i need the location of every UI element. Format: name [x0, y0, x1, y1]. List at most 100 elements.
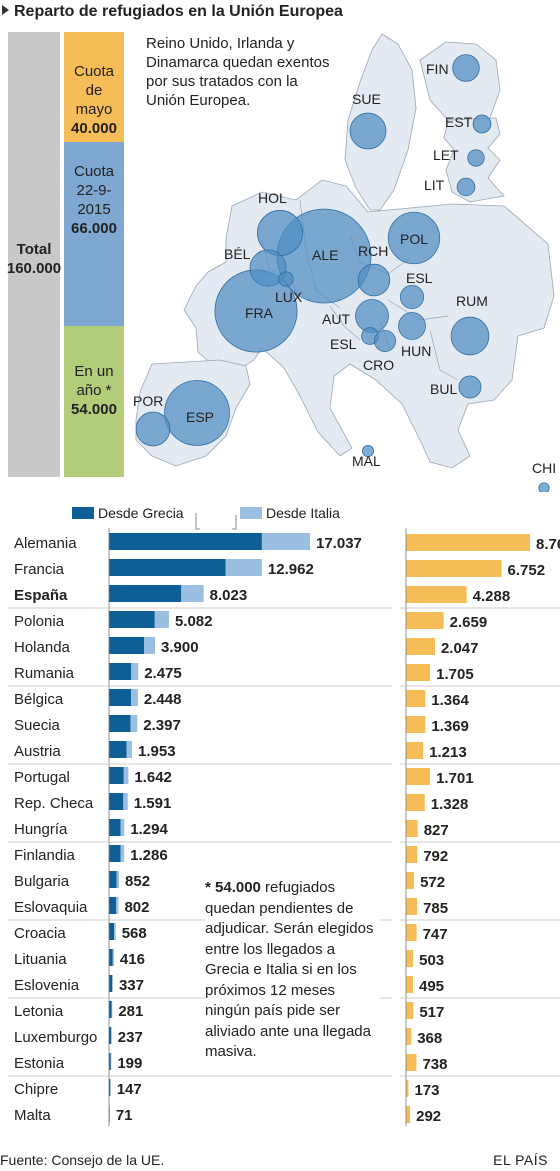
total-value-label: 1.294: [130, 821, 168, 838]
legend-connectors: [195, 513, 237, 530]
bar-may: [406, 716, 426, 733]
category-label: Bélgica: [14, 691, 64, 708]
bar-italy: [120, 845, 125, 862]
bar-greece: [109, 845, 121, 862]
category-label: Malta: [14, 1107, 51, 1124]
map-circle: [164, 380, 230, 446]
may-value-label: 738: [422, 1056, 447, 1073]
bar-greece: [109, 1027, 112, 1044]
source-credit: Fuente: Consejo de la UE.: [0, 1152, 165, 1168]
category-label: Estonia: [14, 1055, 65, 1072]
footnote-bold: * 54.000: [205, 879, 261, 896]
bar-italy: [225, 559, 262, 576]
bar-may: [406, 612, 444, 629]
bar-italy: [131, 689, 138, 706]
bar-may: [406, 950, 414, 967]
total-value-label: 568: [122, 925, 147, 942]
bar-may: [406, 976, 414, 993]
map-country-label: RCH: [358, 243, 388, 259]
bar-may: [406, 560, 502, 577]
may-value-label: 1.369: [431, 718, 469, 735]
title-bullet-icon: [2, 5, 9, 15]
quota-sep-label: Cuota 22-9-2015: [73, 163, 115, 218]
total-value-label: 416: [120, 951, 145, 968]
map-note: Reino Unido, Irlanda y Dinamarca quedan …: [146, 35, 330, 109]
category-label: Rumania: [14, 665, 75, 682]
bar-italy: [111, 1001, 113, 1018]
bar-greece: [109, 1001, 112, 1018]
bar-italy: [112, 949, 114, 966]
total-value-label: 1.642: [134, 769, 172, 786]
bar-may: [406, 820, 418, 837]
bar-may: [406, 1054, 417, 1071]
bar-may: [406, 1028, 412, 1045]
may-value-label: 368: [417, 1030, 442, 1047]
map-country-label: LET: [433, 147, 459, 163]
bar-greece: [109, 793, 124, 810]
bar-may: [406, 664, 431, 681]
category-label: Eslovaquia: [14, 899, 88, 916]
category-label: Portugal: [14, 769, 70, 786]
bar-italy: [131, 663, 139, 680]
bar-greece: [109, 1079, 111, 1096]
bar-greece: [109, 975, 113, 992]
legend-swatch-greece: [72, 507, 94, 519]
bar-greece: [109, 689, 132, 706]
map-circle: [472, 114, 492, 134]
may-value-label: 6.752: [508, 562, 546, 579]
bar-greece: [109, 1053, 111, 1070]
map-country-label: ALE: [312, 247, 338, 263]
map-circle: [278, 271, 294, 287]
bar-may: [406, 924, 417, 941]
may-value-label: 517: [419, 1004, 444, 1021]
category-label: Holanda: [14, 639, 71, 656]
map-country-label: SUE: [352, 91, 381, 107]
legend-swatch-italy: [240, 507, 262, 519]
category-label: Finlandia: [14, 847, 76, 864]
map-circle: [362, 445, 374, 457]
total-value-label: 281: [118, 1003, 143, 1020]
category-label: Eslovenia: [14, 977, 80, 994]
may-value-label: 572: [420, 874, 445, 891]
bar-italy: [112, 975, 113, 992]
bar-italy: [114, 923, 116, 940]
bar-italy: [116, 897, 119, 914]
legend-italy: Desde Italia: [240, 503, 340, 523]
footnote: * 54.000 refugiados quedan pendientes de…: [205, 878, 380, 1063]
bar-may: [406, 1106, 411, 1123]
bar-italy: [154, 611, 169, 628]
quota-may-value: 40.000: [71, 120, 117, 137]
bar-greece: [109, 767, 124, 784]
total-value-label: 8.023: [210, 587, 248, 604]
category-label: Lituania: [14, 951, 67, 968]
bar-greece: [109, 611, 155, 628]
category-label: Francia: [14, 561, 65, 578]
map-circle: [399, 284, 425, 310]
quota-sep-bar: Cuota 22-9-2015 66.000: [64, 142, 124, 326]
quota-year-label: En un año *: [74, 363, 114, 399]
category-label: Alemania: [14, 535, 77, 552]
bar-italy: [144, 637, 156, 654]
publisher-brand: EL PAÍS: [493, 1152, 548, 1168]
total-value-label: 852: [125, 873, 150, 890]
category-label: Rep. Checa: [14, 795, 94, 812]
category-label: Bulgaria: [14, 873, 70, 890]
bar-may: [406, 534, 530, 551]
category-label: Croacia: [14, 925, 66, 942]
footnote-text: refugiados quedan pendientes de adjudica…: [205, 879, 374, 1060]
map-circle: [257, 210, 303, 256]
bar-italy: [111, 1027, 112, 1044]
map-circle: [452, 54, 480, 82]
map-country-label: HUN: [401, 343, 431, 359]
may-value-label: 1.213: [429, 744, 467, 761]
total-value-label: 337: [119, 977, 144, 994]
may-value-label: 1.364: [431, 692, 469, 709]
may-value-label: 495: [419, 978, 444, 995]
total-value-label: 12.962: [268, 561, 314, 578]
map-circles: [135, 54, 550, 492]
category-label: Letonia: [14, 1003, 64, 1020]
quota-year-value: 54.000: [71, 401, 117, 418]
map-country-label: POL: [400, 231, 428, 247]
